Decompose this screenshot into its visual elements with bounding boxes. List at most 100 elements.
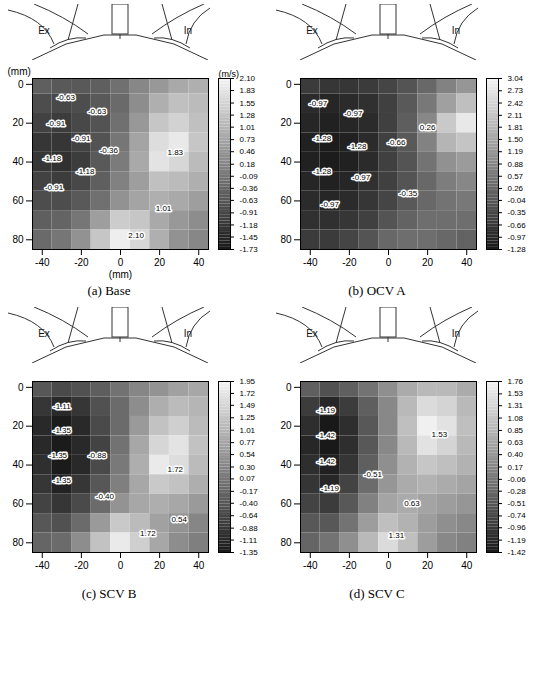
svg-text:80: 80 xyxy=(280,234,292,245)
svg-text:-0.51: -0.51 xyxy=(364,470,383,479)
svg-text:-40: -40 xyxy=(35,560,50,571)
svg-text:-1.42: -1.42 xyxy=(317,431,336,440)
svg-text:2.73: 2.73 xyxy=(508,86,524,95)
svg-text:-1.45: -1.45 xyxy=(240,233,259,242)
svg-text:40: 40 xyxy=(193,257,205,268)
svg-text:0: 0 xyxy=(386,257,392,268)
svg-text:0.07: 0.07 xyxy=(240,474,256,483)
svg-text:20: 20 xyxy=(422,257,434,268)
svg-text:1.83: 1.83 xyxy=(240,86,256,95)
svg-text:-0.91: -0.91 xyxy=(45,183,64,192)
svg-text:20: 20 xyxy=(422,560,434,571)
svg-text:0: 0 xyxy=(286,382,292,393)
svg-text:20: 20 xyxy=(12,117,24,128)
svg-text:2.42: 2.42 xyxy=(508,99,524,108)
svg-text:0.73: 0.73 xyxy=(240,135,256,144)
svg-text:-0.91: -0.91 xyxy=(47,119,66,128)
svg-text:-1.28: -1.28 xyxy=(313,134,332,143)
svg-text:-1.11: -1.11 xyxy=(240,536,258,545)
svg-text:80: 80 xyxy=(280,537,292,548)
svg-text:0.54: 0.54 xyxy=(171,515,187,524)
svg-text:1.53: 1.53 xyxy=(432,430,448,439)
svg-text:1.01: 1.01 xyxy=(240,426,256,435)
svg-text:-0.91: -0.91 xyxy=(240,208,259,217)
svg-text:0: 0 xyxy=(118,560,124,571)
svg-text:-1.73: -1.73 xyxy=(240,245,259,254)
svg-text:In: In xyxy=(452,328,460,339)
svg-text:-1.18: -1.18 xyxy=(240,221,259,230)
svg-text:-0.06: -0.06 xyxy=(508,475,527,484)
svg-text:-40: -40 xyxy=(303,560,318,571)
svg-text:-0.40: -0.40 xyxy=(240,499,259,508)
svg-text:0: 0 xyxy=(118,257,124,268)
svg-text:-1.18: -1.18 xyxy=(43,154,62,163)
svg-text:1.31: 1.31 xyxy=(389,531,405,540)
svg-text:-0.74: -0.74 xyxy=(508,511,527,520)
svg-text:1.49: 1.49 xyxy=(240,401,256,410)
svg-text:-0.64: -0.64 xyxy=(240,511,259,520)
svg-text:-1.19: -1.19 xyxy=(317,406,336,415)
svg-text:-0.97: -0.97 xyxy=(508,233,527,242)
svg-text:1.53: 1.53 xyxy=(508,389,524,398)
svg-text:1.19: 1.19 xyxy=(508,147,524,156)
svg-text:2.10: 2.10 xyxy=(240,74,256,83)
svg-text:40: 40 xyxy=(461,560,473,571)
svg-text:0.88: 0.88 xyxy=(508,160,524,169)
svg-text:60: 60 xyxy=(12,498,24,509)
svg-text:40: 40 xyxy=(461,257,473,268)
svg-text:0.40: 0.40 xyxy=(508,450,524,459)
svg-text:-1.28: -1.28 xyxy=(313,167,332,176)
svg-text:-0.63: -0.63 xyxy=(240,196,259,205)
svg-text:-0.97: -0.97 xyxy=(321,200,340,209)
svg-text:0: 0 xyxy=(386,560,392,571)
svg-text:-0.36: -0.36 xyxy=(100,146,119,155)
svg-text:Ex: Ex xyxy=(306,328,318,339)
svg-text:-1.19: -1.19 xyxy=(508,536,527,545)
svg-text:60: 60 xyxy=(280,498,292,509)
svg-text:-1.35: -1.35 xyxy=(240,548,259,557)
svg-text:20: 20 xyxy=(154,257,166,268)
svg-text:-1.28: -1.28 xyxy=(348,142,367,151)
svg-text:20: 20 xyxy=(280,117,292,128)
svg-text:-0.17: -0.17 xyxy=(240,487,259,496)
svg-text:-1.19: -1.19 xyxy=(321,484,340,493)
svg-text:-0.97: -0.97 xyxy=(344,109,363,118)
svg-text:1.83: 1.83 xyxy=(167,148,183,157)
svg-text:0.54: 0.54 xyxy=(240,450,256,459)
svg-text:2.10: 2.10 xyxy=(128,231,144,240)
svg-text:In: In xyxy=(452,25,460,36)
svg-text:0.18: 0.18 xyxy=(240,160,256,169)
svg-text:-40: -40 xyxy=(35,257,50,268)
svg-text:-1.11: -1.11 xyxy=(53,402,71,411)
svg-text:-0.40: -0.40 xyxy=(96,492,115,501)
svg-text:-20: -20 xyxy=(74,257,89,268)
svg-text:-0.28: -0.28 xyxy=(508,487,527,496)
svg-text:40: 40 xyxy=(280,459,292,470)
svg-text:-20: -20 xyxy=(342,257,357,268)
svg-text:-0.09: -0.09 xyxy=(240,172,259,181)
svg-text:-0.04: -0.04 xyxy=(508,196,527,205)
svg-text:1.31: 1.31 xyxy=(508,401,524,410)
svg-text:1.72: 1.72 xyxy=(167,465,183,474)
svg-text:20: 20 xyxy=(280,420,292,431)
svg-text:-0.63: -0.63 xyxy=(57,93,76,102)
svg-text:1.08: 1.08 xyxy=(508,414,524,423)
svg-text:1.72: 1.72 xyxy=(240,389,256,398)
svg-text:-1.35: -1.35 xyxy=(49,451,68,460)
svg-text:1.25: 1.25 xyxy=(240,413,256,422)
svg-text:40: 40 xyxy=(193,560,205,571)
svg-text:-0.97: -0.97 xyxy=(352,173,371,182)
svg-text:40: 40 xyxy=(12,459,24,470)
svg-text:-0.91: -0.91 xyxy=(72,134,91,143)
svg-text:-0.63: -0.63 xyxy=(88,107,107,116)
svg-text:In: In xyxy=(184,25,192,36)
svg-text:1.50: 1.50 xyxy=(508,135,524,144)
svg-text:-0.35: -0.35 xyxy=(508,208,527,217)
svg-text:0: 0 xyxy=(18,382,24,393)
svg-text:0.63: 0.63 xyxy=(404,499,420,508)
svg-text:1.55: 1.55 xyxy=(240,99,256,108)
svg-text:2.11: 2.11 xyxy=(508,111,524,120)
svg-text:0: 0 xyxy=(18,79,24,90)
svg-text:Ex: Ex xyxy=(306,25,318,36)
svg-text:0.26: 0.26 xyxy=(508,184,524,193)
